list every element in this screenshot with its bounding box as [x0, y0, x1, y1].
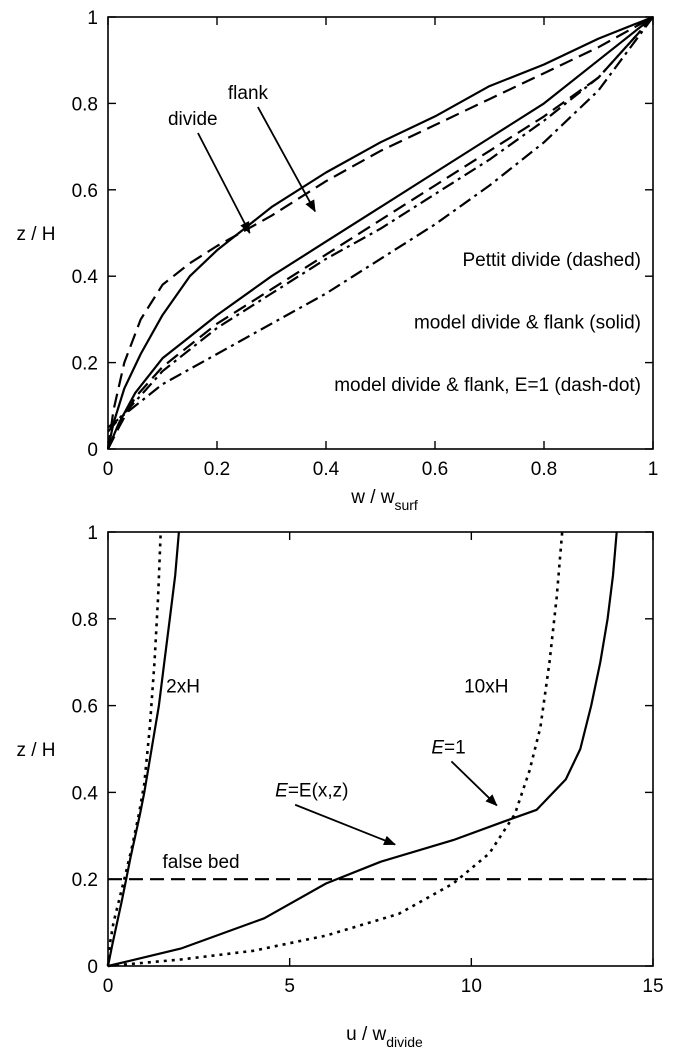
x-tick-label: 10: [461, 976, 482, 997]
y-tick-label: 0.2: [72, 354, 98, 375]
y-tick-label: 0.8: [72, 94, 98, 115]
series-line-solid: [106, 15, 654, 450]
series-line-solid: [107, 531, 618, 968]
curve-label: 10xH: [464, 677, 508, 698]
y-tick-label: 0.6: [72, 181, 98, 202]
y-tick-label: 0.4: [72, 783, 99, 804]
series-line-dashed: [107, 16, 654, 450]
y-tick-label: 0: [87, 440, 98, 461]
series-line-dotted: [107, 531, 564, 968]
x-axis-label-subscript: divide: [386, 1034, 423, 1049]
false-bed-label: false bed: [163, 852, 240, 873]
x-axis-label-subscript: surf: [394, 497, 417, 513]
x-tick-label: 0.4: [313, 459, 340, 480]
annotation-label: E=1: [431, 737, 465, 758]
top-chart: 0 0.2 0.4 0.6 0.8 1 0 0.2 0.4 0.6 0.8 1 w / wsurf z /…: [16, 8, 658, 513]
annotation-text: divide: [168, 109, 218, 130]
series-line-dashed: [106, 16, 654, 450]
plot-frame: [107, 531, 654, 967]
y-tick-label: 0: [87, 957, 98, 978]
annotation-label: E=E(x,z): [275, 781, 348, 802]
y-tick-label: 0.8: [72, 610, 98, 631]
x-axis-label-text: w / w: [350, 487, 395, 508]
series-line-solid: [106, 16, 654, 450]
annotation-arrow: [450, 760, 498, 807]
x-tick-label: 0: [103, 976, 114, 997]
y-tick-label: 0.2: [72, 870, 98, 891]
y-axis-label: z / H: [16, 224, 55, 245]
series-line-dashdot: [107, 16, 654, 429]
x-tick-label: 0.8: [531, 459, 557, 480]
x-axis-label: w / wsurf: [350, 487, 418, 513]
x-tick-label: 15: [642, 976, 663, 997]
annotation-label: flank: [228, 83, 269, 104]
annotation-label: divide: [168, 109, 218, 130]
legend-entry: model divide & flank, E=1 (dash-dot): [334, 375, 641, 396]
series-line-dotted: [106, 531, 162, 967]
x-tick-label: 5: [284, 976, 295, 997]
series-line-dashdot: [107, 16, 654, 433]
y-axis-label: z / H: [16, 740, 55, 761]
annotation-text: E: [275, 781, 288, 802]
x-tick-label: 0: [103, 459, 114, 480]
annotation-suffix: =E(x,z): [288, 781, 349, 802]
x-axis-label-text: u / w: [346, 1024, 386, 1045]
y-tick-label: 0.4: [72, 267, 99, 288]
x-tick-label: 0.6: [422, 459, 448, 480]
y-tick-label: 1: [87, 8, 98, 29]
x-tick-label: 1: [648, 459, 659, 480]
legend-entry: model divide & flank (solid): [414, 313, 641, 334]
annotation-arrow: [257, 106, 316, 213]
x-tick-label: 0.2: [204, 459, 230, 480]
annotation-arrow: [294, 803, 396, 846]
x-axis-label: u / wdivide: [346, 1024, 423, 1049]
y-tick-label: 1: [87, 523, 98, 544]
series-line-solid: [106, 531, 180, 967]
annotation-suffix: =1: [444, 737, 466, 758]
y-tick-label: 0.6: [72, 697, 98, 718]
annotation-arrow: [197, 132, 251, 234]
legend-entry: Pettit divide (dashed): [463, 250, 642, 271]
plot-frame: [107, 16, 654, 450]
annotation-text: E: [431, 737, 444, 758]
curve-label: 2xH: [166, 677, 200, 698]
annotation-text: flank: [228, 83, 269, 104]
bottom-chart: 0 5 10 15 0 0.2 0.4 0.6 0.8 1 u / wdivide z / H fals…: [16, 523, 663, 1049]
